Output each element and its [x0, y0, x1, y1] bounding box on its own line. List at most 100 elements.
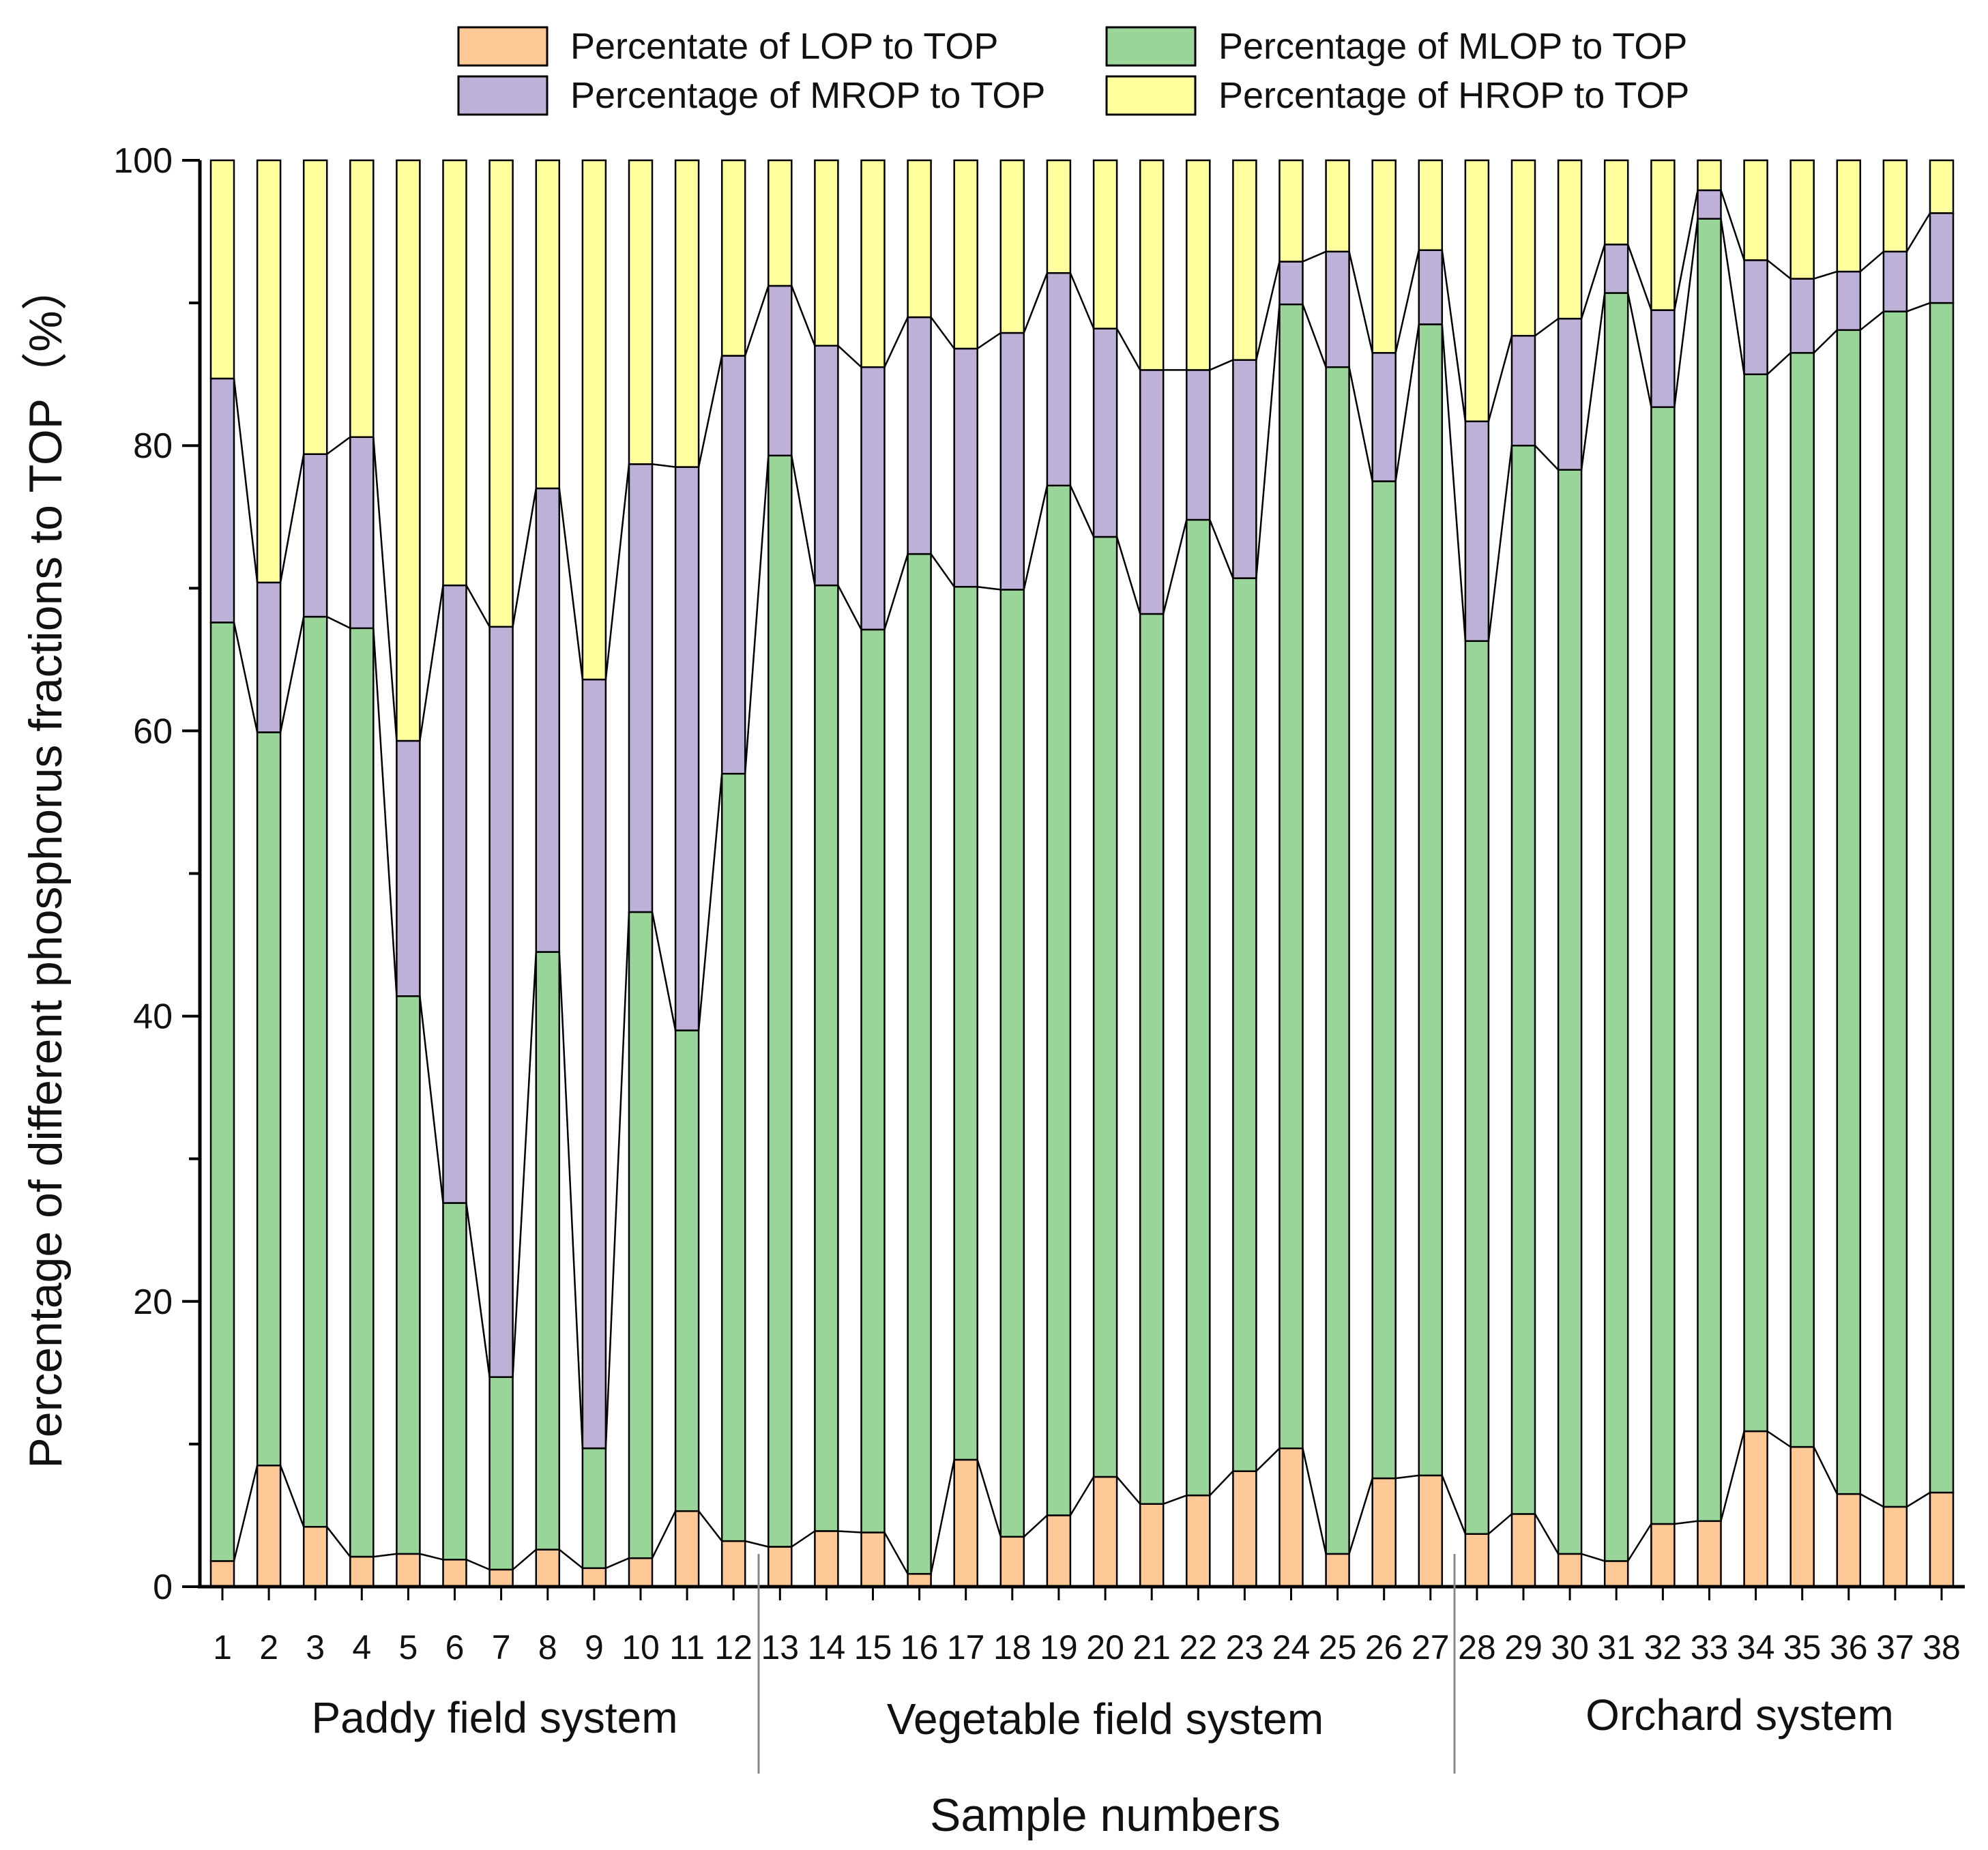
- bar-hrop-20: [1092, 159, 1118, 329]
- connector-mlop-2: [279, 616, 305, 733]
- x-tick-label-24: 24: [1272, 1628, 1311, 1667]
- bar-mlop-31: [1603, 292, 1629, 1562]
- connector-lop-35: [1813, 1446, 1838, 1495]
- connector-lop-15: [883, 1531, 909, 1574]
- bar-mrop-24: [1278, 261, 1304, 306]
- connector-lop-17: [976, 1459, 1002, 1538]
- connector-mlop-17: [977, 585, 1001, 591]
- bar-hrop-6: [442, 159, 467, 587]
- connector-lop-7: [512, 1548, 537, 1570]
- connector-mrop-18: [1023, 272, 1049, 334]
- bars-layer: [209, 159, 1955, 1588]
- connector-mrop-6: [465, 585, 491, 628]
- x-axis-title: Sample numbers: [930, 1789, 1281, 1841]
- bar-hrop-32: [1650, 159, 1676, 311]
- connector-mlop-5: [419, 996, 444, 1203]
- y-tick-label-0: 0: [153, 1568, 173, 1607]
- connector-mrop-11: [697, 355, 723, 467]
- bar-hrop-35: [1789, 159, 1815, 280]
- bar-hrop-7: [488, 159, 514, 628]
- bar-lop-3: [302, 1525, 328, 1588]
- legend-swatch-mrop: [457, 75, 549, 116]
- bar-mrop-16: [907, 316, 932, 555]
- bar-mlop-11: [674, 1029, 700, 1512]
- bar-lop-35: [1789, 1445, 1815, 1588]
- connector-mrop-12: [744, 285, 770, 356]
- bar-hrop-8: [535, 159, 561, 490]
- connector-lop-32: [1674, 1520, 1698, 1525]
- connector-mlop-15: [883, 553, 909, 630]
- bar-mrop-1: [209, 377, 235, 623]
- bar-mrop-28: [1464, 420, 1490, 642]
- bar-mrop-34: [1743, 259, 1768, 375]
- connector-mlop-3: [326, 615, 351, 629]
- connectors-layer: [233, 190, 1931, 1574]
- bar-mlop-8: [535, 951, 561, 1551]
- x-tick-label-6: 6: [445, 1628, 465, 1667]
- bar-mlop-24: [1278, 303, 1304, 1450]
- x-tick-label-18: 18: [993, 1628, 1032, 1667]
- legend-swatch-mlop: [1105, 26, 1197, 67]
- bar-mrop-32: [1650, 309, 1676, 409]
- connector-mlop-21: [1162, 519, 1188, 615]
- connector-lop-30: [1581, 1553, 1605, 1562]
- connector-lop-9: [605, 1557, 630, 1569]
- connector-lop-8: [559, 1548, 583, 1569]
- bar-mlop-4: [349, 627, 375, 1558]
- bar-mrop-17: [953, 347, 978, 588]
- bar-lop-33: [1697, 1520, 1722, 1588]
- connector-mrop-37: [1905, 212, 1931, 252]
- connector-mrop-17: [977, 332, 1002, 350]
- x-tick-label-5: 5: [398, 1628, 418, 1667]
- connector-lop-25: [1348, 1478, 1373, 1555]
- bar-mlop-3: [302, 615, 328, 1528]
- bar-mlop-14: [814, 584, 839, 1532]
- x-tick-label-23: 23: [1226, 1628, 1264, 1667]
- x-tick-label-9: 9: [585, 1628, 604, 1667]
- bar-mlop-28: [1464, 640, 1490, 1535]
- connector-mrop-4: [372, 437, 398, 742]
- bar-hrop-36: [1836, 159, 1862, 273]
- connector-mlop-35: [1813, 329, 1838, 354]
- x-tick-label-26: 26: [1365, 1628, 1403, 1667]
- bar-hrop-27: [1418, 159, 1444, 251]
- bar-lop-28: [1464, 1533, 1490, 1588]
- bar-mlop-9: [581, 1447, 607, 1570]
- connector-mrop-20: [1116, 328, 1141, 371]
- bar-lop-16: [907, 1572, 932, 1588]
- bar-mrop-26: [1371, 352, 1397, 482]
- connector-mrop-28: [1487, 335, 1513, 422]
- connector-lop-23: [1255, 1448, 1281, 1472]
- connector-mrop-7: [512, 488, 538, 628]
- bar-mlop-26: [1371, 480, 1397, 1480]
- bar-mlop-25: [1325, 366, 1350, 1555]
- bar-hrop-11: [674, 159, 700, 468]
- connector-mlop-10: [651, 911, 677, 1031]
- x-tick-label-25: 25: [1319, 1628, 1357, 1667]
- bar-mrop-14: [814, 344, 839, 587]
- connector-mrop-35: [1813, 270, 1838, 280]
- connector-mrop-29: [1534, 318, 1559, 337]
- y-tick-label-60: 60: [133, 711, 173, 751]
- bar-lop-26: [1371, 1477, 1397, 1588]
- connector-mrop-33: [1720, 190, 1745, 261]
- x-tick-label-27: 27: [1412, 1628, 1450, 1667]
- bar-lop-31: [1603, 1560, 1629, 1588]
- connector-mlop-31: [1626, 293, 1652, 407]
- bar-hrop-17: [953, 159, 978, 350]
- connector-mrop-10: [652, 463, 676, 468]
- bar-hrop-25: [1325, 159, 1350, 253]
- bar-mlop-2: [256, 731, 282, 1467]
- connector-mlop-7: [512, 952, 538, 1377]
- bar-mrop-9: [581, 678, 607, 1450]
- bar-lop-10: [628, 1557, 654, 1588]
- bar-hrop-3: [302, 159, 328, 455]
- connector-lop-5: [420, 1553, 443, 1561]
- connector-mlop-32: [1673, 218, 1699, 407]
- bar-lop-18: [999, 1536, 1025, 1588]
- bar-lop-5: [396, 1553, 421, 1588]
- bar-lop-25: [1325, 1553, 1350, 1588]
- bar-mlop-21: [1139, 613, 1165, 1505]
- connector-lop-2: [279, 1465, 305, 1527]
- connector-lop-18: [1023, 1514, 1048, 1538]
